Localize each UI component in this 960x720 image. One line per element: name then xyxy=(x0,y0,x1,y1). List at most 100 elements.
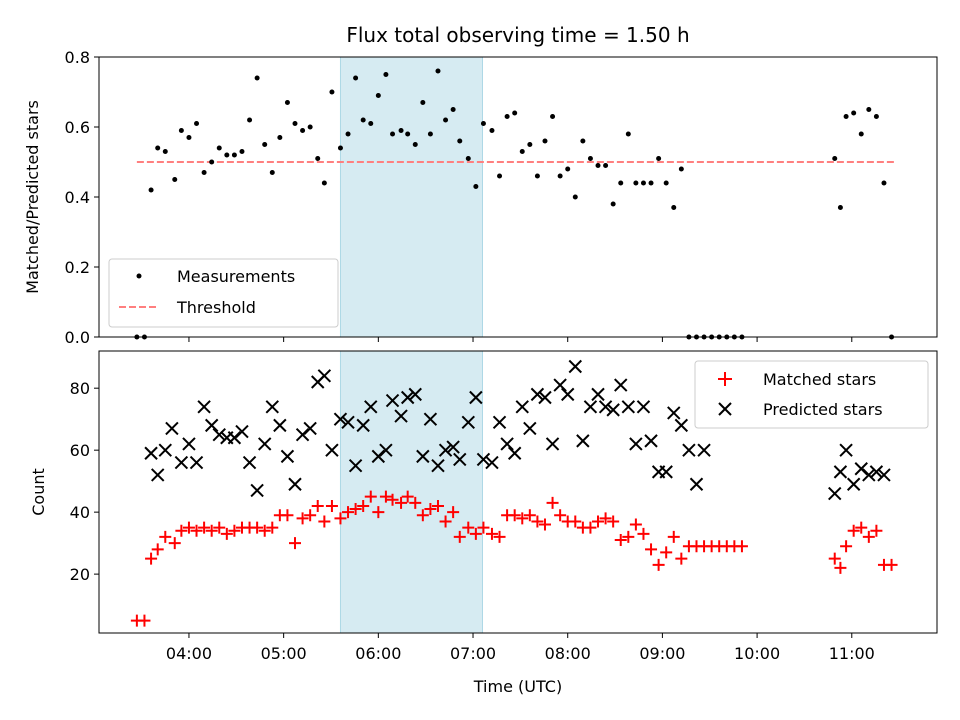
predicted-star-point xyxy=(469,390,483,405)
measurement-point xyxy=(209,159,215,165)
matched-star-point xyxy=(304,509,317,522)
bottom-y-tick-label: 60 xyxy=(70,441,90,460)
measurement-point xyxy=(534,173,540,179)
predicted-star-point xyxy=(839,443,853,457)
predicted-star-point xyxy=(591,387,605,402)
measurement-point xyxy=(603,163,609,168)
predicted-star-point xyxy=(500,437,514,451)
predicted-star-point xyxy=(846,477,861,491)
predicted-star-point xyxy=(614,378,628,392)
legend-measurements-label: Measurements xyxy=(177,267,295,286)
predicted-star-point xyxy=(150,468,165,482)
predicted-star-point xyxy=(689,477,704,491)
measurement-point xyxy=(504,114,510,119)
measurement-point xyxy=(671,205,677,210)
measurement-point xyxy=(329,89,335,95)
measurement-point xyxy=(866,107,872,112)
predicted-star-point xyxy=(257,437,272,451)
predicted-star-point xyxy=(538,390,552,405)
measurement-point xyxy=(565,166,571,172)
measurement-point xyxy=(443,117,449,123)
measurement-point xyxy=(572,194,578,200)
predicted-star-point xyxy=(317,369,332,383)
measurement-point xyxy=(284,100,290,105)
measurement-point xyxy=(292,121,298,126)
predicted-star-point xyxy=(423,412,438,426)
measurement-point xyxy=(489,128,495,133)
x-tick-label: 06:00 xyxy=(355,644,401,663)
x-tick-label: 09:00 xyxy=(639,644,685,663)
matched-star-point xyxy=(409,496,422,509)
matched-star-point xyxy=(614,534,627,547)
measurement-point xyxy=(640,180,646,186)
measurement-point xyxy=(345,131,351,137)
measurement-point xyxy=(315,156,321,161)
measurement-point xyxy=(480,121,486,126)
top-y-axis-label: Matched/Predicted stars xyxy=(23,100,42,294)
measurement-point xyxy=(625,131,631,137)
matched-star-point xyxy=(569,515,582,528)
measurement-point xyxy=(557,173,563,179)
measurement-point xyxy=(224,152,230,158)
bottom-panel: 04:00 05:00 06:00 07:00 08:00 09:00 10:00 11:00… xyxy=(29,350,938,696)
top-axes-frame xyxy=(98,56,938,338)
predicted-star-point xyxy=(242,455,257,470)
matched-star-point xyxy=(342,506,355,519)
top-y-tick-label: 0.8 xyxy=(65,48,90,67)
x-axis-label: Time (UTC) xyxy=(473,677,562,696)
x-tick-label: 07:00 xyxy=(450,644,496,663)
chart-title: Flux total observing time = 1.50 h xyxy=(346,23,689,47)
measurement-point xyxy=(360,117,366,123)
matched-star-point xyxy=(424,503,437,516)
matched-star-point xyxy=(182,521,195,534)
measurement-point xyxy=(216,145,222,151)
measurement-point xyxy=(610,201,616,207)
matched-star-point xyxy=(311,499,324,512)
predicted-star-point xyxy=(476,452,491,467)
predicted-star-point xyxy=(431,458,445,473)
measurement-point xyxy=(277,135,283,140)
predicted-star-point xyxy=(545,437,560,451)
measurement-point xyxy=(595,163,601,168)
predicted-star-point xyxy=(235,424,249,439)
top-x-ticks xyxy=(188,337,853,342)
matched-star-point xyxy=(862,530,875,543)
legend-matched-label: Matched stars xyxy=(763,370,876,389)
matched-star-point xyxy=(138,614,151,627)
predicted-star-point xyxy=(280,449,295,464)
measurement-point xyxy=(678,166,684,172)
predicted-star-point xyxy=(598,400,613,414)
predicted-star-point xyxy=(674,418,689,433)
matched-star-point xyxy=(349,503,362,516)
matched-star-point xyxy=(855,521,868,534)
matched-star-point xyxy=(439,515,452,528)
top-panel: 0.00.20.40.60.8 Matched/Predicted stars … xyxy=(23,48,938,347)
predicted-star-point xyxy=(530,387,545,402)
measurement-point xyxy=(186,135,192,140)
matched-star-point xyxy=(364,490,377,503)
predicted-star-point xyxy=(348,458,363,473)
predicted-star-point xyxy=(621,400,636,414)
predicted-star-point xyxy=(523,421,537,436)
measurement-point xyxy=(162,149,168,154)
measurement-point xyxy=(858,131,864,137)
predicted-star-point xyxy=(446,440,460,454)
measurement-point xyxy=(247,117,253,123)
predicted-star-point xyxy=(379,443,393,457)
measurement-point xyxy=(383,72,389,77)
matched-star-point xyxy=(675,552,688,565)
predicted-star-point xyxy=(828,486,842,501)
matched-star-point xyxy=(175,524,188,537)
matched-star-point xyxy=(395,496,408,509)
measurement-point xyxy=(307,124,313,130)
top-legend: Measurements Threshold xyxy=(108,258,339,328)
predicted-star-point xyxy=(212,427,226,442)
matched-star-point xyxy=(554,509,567,522)
measurement-point xyxy=(427,131,433,137)
x-tick-label: 10:00 xyxy=(734,644,780,663)
matched-star-point xyxy=(447,506,460,519)
bottom-x-ticks: 04:00 05:00 06:00 07:00 08:00 09:00 10:00 11:00 xyxy=(166,633,875,663)
matched-star-point xyxy=(599,512,612,525)
bottom-y-tick-label: 40 xyxy=(70,503,90,522)
matched-star-point xyxy=(325,499,338,512)
